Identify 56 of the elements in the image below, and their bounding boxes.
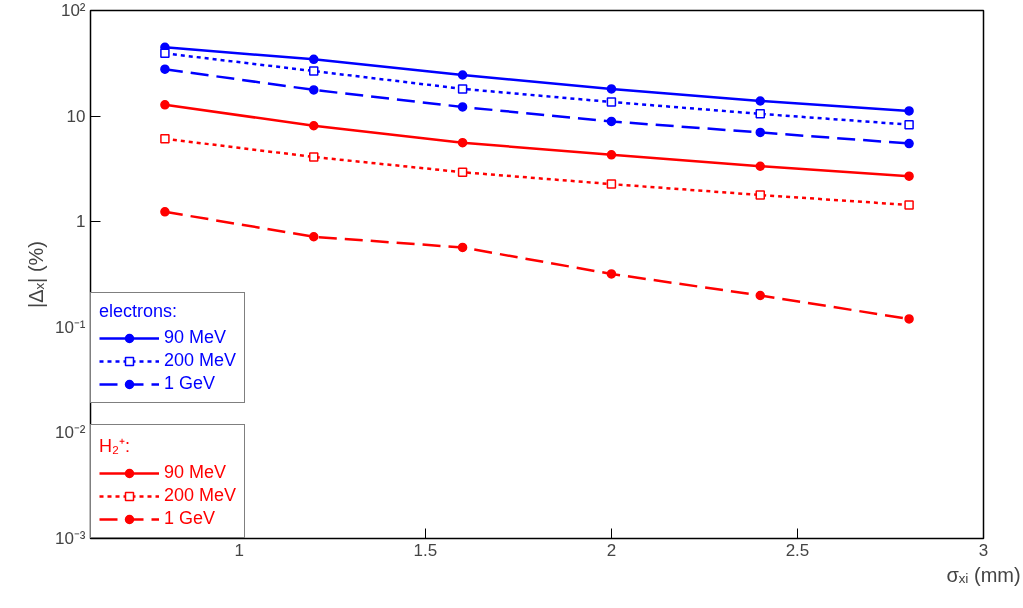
y-axis-title: |Δₓ| (%) xyxy=(24,241,47,308)
x-tick-label: 3 xyxy=(978,540,989,560)
legend-label: 90 MeV xyxy=(164,462,227,483)
point xyxy=(160,134,170,144)
point xyxy=(755,127,765,138)
point xyxy=(457,70,468,80)
point xyxy=(904,106,914,116)
point xyxy=(309,152,319,162)
point xyxy=(457,242,468,253)
y-tick-label: 10² xyxy=(60,1,86,20)
point xyxy=(606,179,617,189)
x-axis-title: σₓᵢ (mm) xyxy=(946,563,1021,586)
point xyxy=(755,161,765,171)
point xyxy=(606,84,617,94)
point xyxy=(309,54,319,65)
text: electrons: xyxy=(99,301,178,321)
point xyxy=(904,200,914,210)
point xyxy=(309,232,319,242)
point xyxy=(160,100,170,110)
legend-label: 1 GeV xyxy=(164,508,216,529)
x-tick-label: 1.5 xyxy=(413,540,438,560)
point xyxy=(904,138,914,149)
point xyxy=(457,137,468,148)
point xyxy=(755,190,765,200)
point xyxy=(160,64,170,74)
x-tick-label: 2 xyxy=(606,540,617,560)
legend-label: 200 MeV xyxy=(164,350,237,371)
y-tick-label: 10 xyxy=(66,106,86,126)
point xyxy=(457,102,468,112)
y-tick-label: 10⁻³ xyxy=(54,529,86,548)
point xyxy=(309,85,319,95)
point xyxy=(606,97,617,107)
point xyxy=(755,109,765,119)
text: H₂⁺: xyxy=(99,436,130,456)
x-tick-label: 2.5 xyxy=(785,540,810,560)
point xyxy=(755,96,765,106)
legend-label: 200 MeV xyxy=(164,485,237,506)
point xyxy=(160,48,170,59)
point xyxy=(457,84,468,94)
point xyxy=(904,171,914,181)
point xyxy=(904,119,914,130)
y-tick-label: 10⁻² xyxy=(54,423,86,443)
point xyxy=(755,290,765,301)
y-tick-label: 1 xyxy=(76,212,86,232)
legend-label: 1 GeV xyxy=(164,373,216,394)
point xyxy=(160,207,170,217)
legend-label: 90 MeV xyxy=(164,327,227,348)
y-tick-label: 10⁻¹ xyxy=(54,317,86,337)
point xyxy=(309,66,319,76)
point xyxy=(606,116,617,127)
x-tick-label: 1 xyxy=(234,540,245,560)
point xyxy=(904,314,914,324)
point xyxy=(606,150,617,160)
point xyxy=(457,167,468,177)
point xyxy=(606,269,617,279)
point xyxy=(309,121,319,131)
